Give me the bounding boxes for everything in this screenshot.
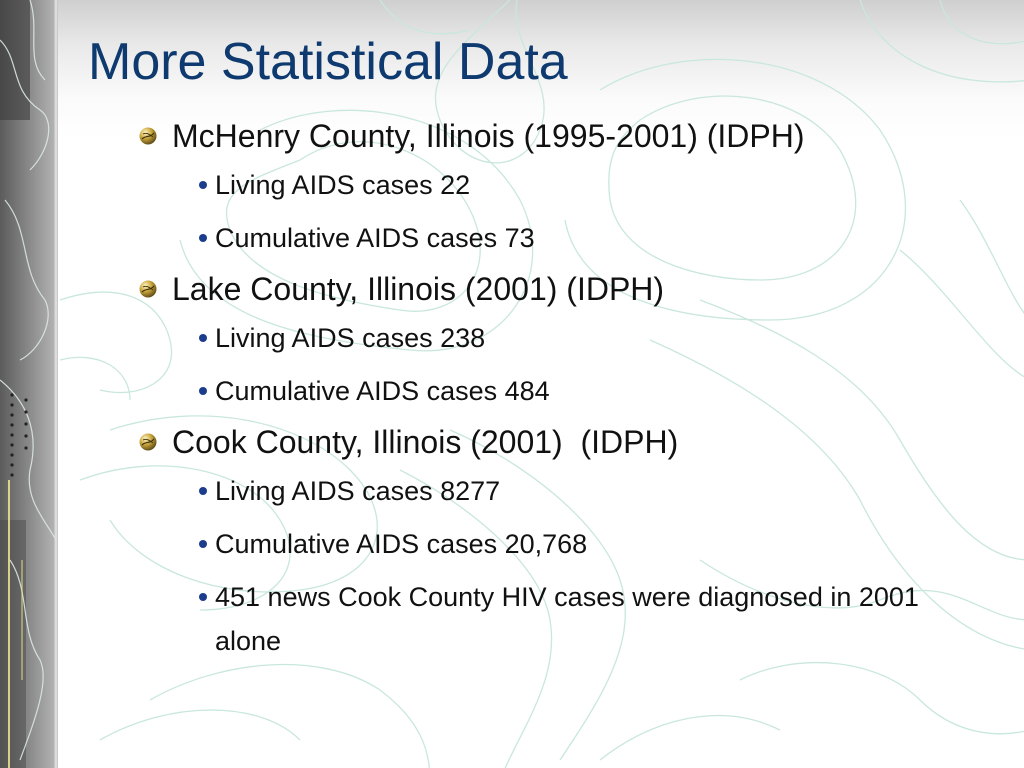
slide-title: More Statistical Data bbox=[88, 33, 568, 91]
list-item: Cumulative AIDS cases 20,768 bbox=[172, 522, 998, 566]
dot-bullet-icon bbox=[199, 334, 207, 342]
section-lake: Lake County, Illinois (2001) (IDPH) Livi… bbox=[138, 265, 998, 413]
dot-bullet-icon bbox=[199, 181, 207, 189]
gold-ball-bullet-icon bbox=[139, 127, 157, 145]
section-heading: Cook County, Illinois (2001) (IDPH) bbox=[172, 424, 679, 460]
section-cook: Cook County, Illinois (2001) (IDPH) Livi… bbox=[138, 418, 998, 663]
section-mchenry: McHenry County, Illinois (1995-2001) (ID… bbox=[138, 112, 998, 260]
bullet-list: McHenry County, Illinois (1995-2001) (ID… bbox=[138, 112, 998, 663]
list-item: 451 news Cook County HIV cases were diag… bbox=[172, 575, 998, 663]
dot-bullet-icon bbox=[199, 487, 207, 495]
gold-ball-bullet-icon bbox=[139, 433, 157, 451]
dot-bullet-icon bbox=[199, 540, 207, 548]
list-item: Living AIDS cases 8277 bbox=[172, 469, 998, 513]
list-item: Living AIDS cases 22 bbox=[172, 163, 998, 207]
list-item: Cumulative AIDS cases 73 bbox=[172, 216, 998, 260]
list-item: Cumulative AIDS cases 484 bbox=[172, 369, 998, 413]
gold-ball-bullet-icon bbox=[139, 280, 157, 298]
dot-bullet-icon bbox=[199, 387, 207, 395]
dot-bullet-icon bbox=[199, 593, 207, 601]
section-heading: McHenry County, Illinois (1995-2001) (ID… bbox=[172, 118, 805, 154]
decorative-side-strip bbox=[0, 0, 58, 768]
dot-bullet-icon bbox=[199, 234, 207, 242]
section-heading: Lake County, Illinois (2001) (IDPH) bbox=[172, 271, 665, 307]
list-item: Living AIDS cases 238 bbox=[172, 316, 998, 360]
